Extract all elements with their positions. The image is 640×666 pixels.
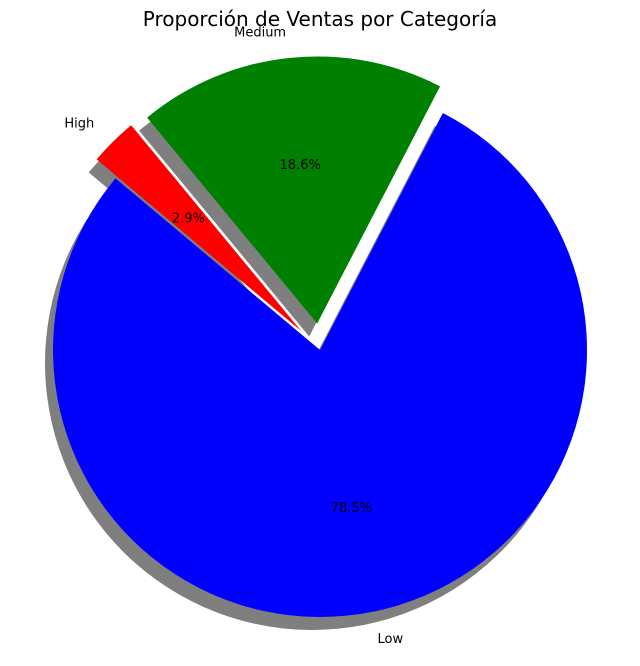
pie-slice-low bbox=[53, 112, 588, 618]
category-label-low: Low bbox=[378, 632, 404, 647]
pie-slices bbox=[53, 56, 588, 618]
pie-slice-high bbox=[96, 125, 302, 332]
slice-labels: Low 78.5% Medium 18.6% High 2.9% bbox=[64, 25, 403, 647]
category-label-high: High bbox=[64, 117, 94, 132]
pie-slice-medium bbox=[147, 56, 441, 324]
percent-label-high: 2.9% bbox=[172, 211, 205, 226]
category-label-medium: Medium bbox=[234, 25, 286, 40]
percent-label-medium: 18.6% bbox=[280, 158, 321, 173]
percent-label-low: 78.5% bbox=[331, 501, 372, 516]
chart-title: Proporción de Ventas por Categoría bbox=[143, 7, 497, 31]
